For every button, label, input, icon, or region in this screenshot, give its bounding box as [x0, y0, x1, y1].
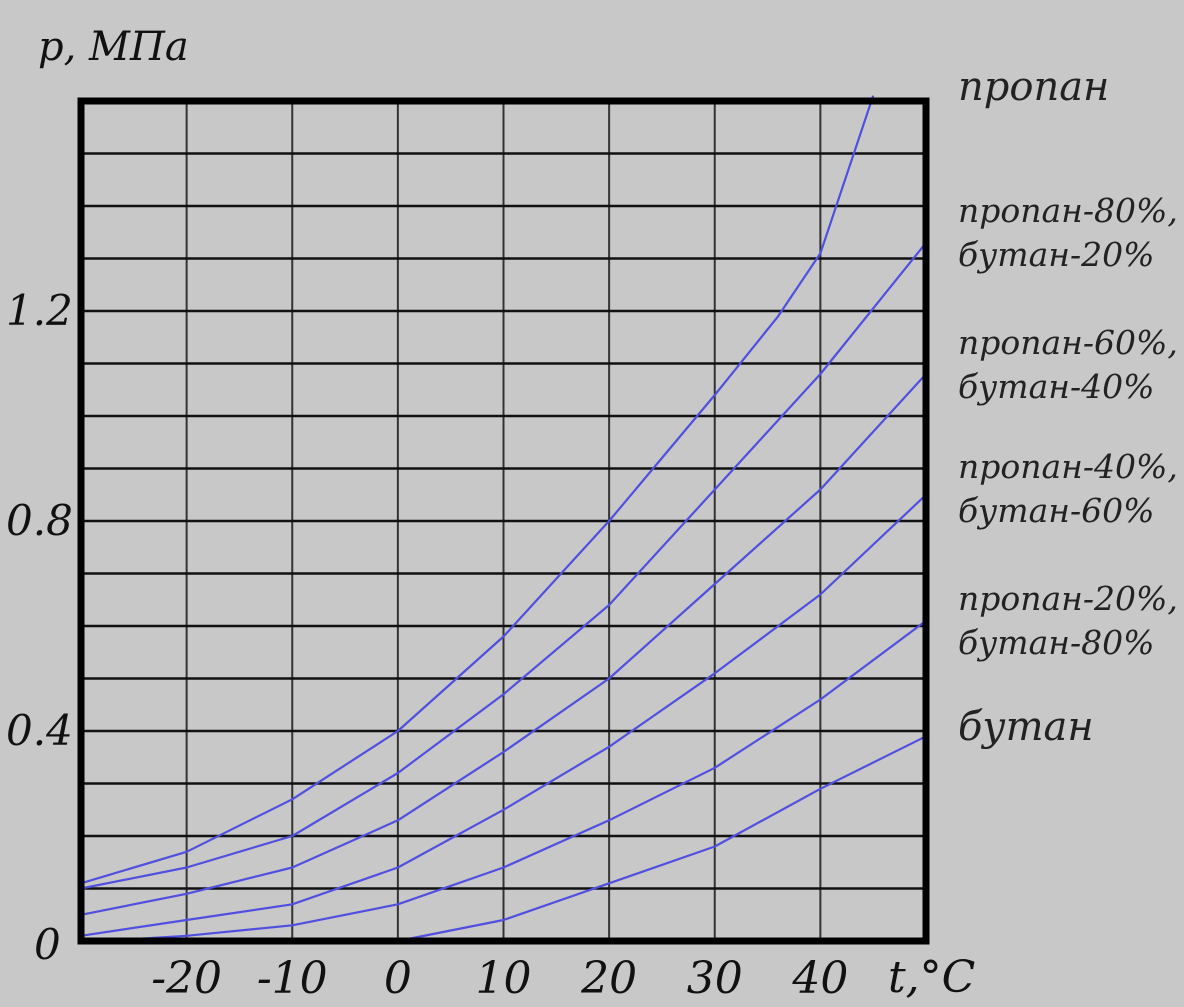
series-line-1 — [80, 95, 875, 885]
plot-frame — [77, 97, 930, 945]
y-tick-label: 0 — [34, 920, 61, 969]
series-line-3 — [80, 373, 927, 916]
legend-label: пропан — [958, 64, 1109, 110]
y-tick-label: 0.8 — [6, 496, 73, 545]
y-tick-label: 1.2 — [6, 286, 73, 335]
x-tick-label: -20 — [151, 953, 222, 1004]
x-tick-label: 30 — [687, 953, 743, 1004]
y-axis-label: p, МПа — [38, 24, 189, 70]
legend-entry-6: бутан — [958, 704, 1094, 750]
legend-label: бутан-20% — [958, 235, 1155, 274]
legend-entry-2: пропан-80%, бутан-20% — [958, 191, 1178, 274]
legend-entry-4: пропан-40%, бутан-60% — [958, 447, 1178, 530]
legend-label: бутан — [958, 704, 1094, 750]
x-tick-label: -10 — [257, 953, 328, 1004]
x-axis-label: t,°C — [888, 952, 975, 1003]
series-line-4 — [80, 494, 927, 937]
legend-entry-1: пропан — [958, 64, 1109, 110]
series-line-5 — [102, 619, 927, 943]
legend-label: бутан-60% — [958, 491, 1155, 530]
tick-labels: -20 -10 0 10 20 30 40 0 0.4 0.8 1.2 — [6, 286, 848, 1004]
legend-label: пропан-80%, — [958, 191, 1178, 230]
legend-label: пропан-60%, — [958, 323, 1178, 362]
series-line-2 — [80, 242, 927, 890]
legend-entry-5: пропан-20%, бутан-80% — [958, 579, 1178, 662]
legend-entry-3: пропан-60%, бутан-40% — [958, 323, 1178, 406]
legend-label: бутан-40% — [958, 367, 1155, 406]
x-tick-label: 20 — [580, 953, 637, 1004]
x-tick-label: 0 — [384, 953, 412, 1004]
y-tick-label: 0.4 — [6, 706, 73, 755]
grid — [81, 101, 926, 941]
legend-label: пропан-40%, — [958, 447, 1178, 486]
legend: пропан пропан-80%, бутан-20% пропан-60%, бут… — [958, 64, 1178, 750]
x-tick-label: 40 — [791, 953, 848, 1004]
series-lines — [80, 95, 927, 943]
legend-label: бутан-80% — [958, 623, 1155, 662]
legend-label: пропан-20%, — [958, 579, 1178, 618]
series-line-6 — [397, 735, 927, 943]
x-tick-label: 10 — [476, 953, 532, 1004]
